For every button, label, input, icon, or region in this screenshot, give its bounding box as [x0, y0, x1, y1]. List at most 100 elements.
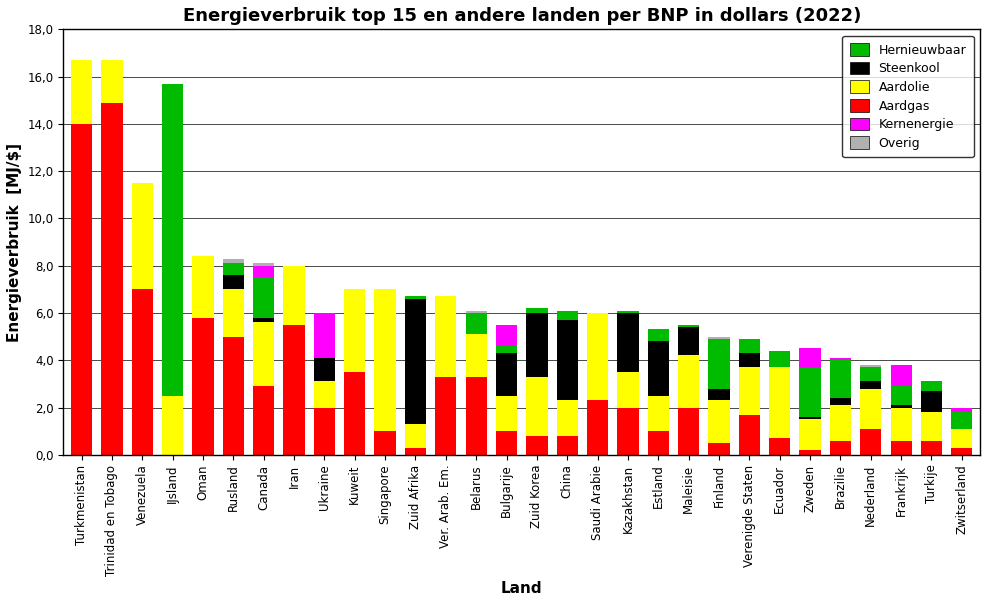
Bar: [647, 431, 669, 455]
Bar: [465, 334, 486, 377]
X-axis label: Land: Land: [500, 581, 542, 596]
Bar: [829, 398, 850, 405]
Bar: [859, 388, 880, 429]
Bar: [859, 365, 880, 367]
Bar: [526, 308, 547, 313]
Bar: [889, 408, 911, 441]
Bar: [223, 275, 244, 289]
Bar: [223, 264, 244, 275]
Bar: [799, 450, 820, 455]
Bar: [223, 259, 244, 264]
Bar: [465, 311, 486, 313]
Bar: [708, 400, 729, 443]
Bar: [526, 436, 547, 455]
Bar: [951, 412, 971, 429]
Bar: [677, 327, 698, 356]
Bar: [495, 431, 517, 455]
Bar: [223, 336, 244, 455]
Bar: [162, 84, 183, 396]
Bar: [616, 408, 638, 455]
Bar: [616, 372, 638, 408]
Bar: [374, 289, 395, 431]
Bar: [404, 297, 426, 298]
Bar: [374, 431, 395, 455]
Bar: [677, 325, 698, 327]
Bar: [768, 438, 790, 455]
Bar: [495, 353, 517, 396]
Bar: [647, 396, 669, 431]
Bar: [859, 429, 880, 455]
Bar: [708, 336, 729, 339]
Bar: [495, 325, 517, 346]
Y-axis label: Energieverbruik  [MJ/$]: Energieverbruik [MJ/$]: [7, 142, 22, 341]
Bar: [435, 297, 456, 377]
Bar: [71, 124, 92, 455]
Bar: [829, 441, 850, 455]
Bar: [799, 419, 820, 450]
Bar: [799, 367, 820, 417]
Bar: [738, 353, 759, 367]
Bar: [799, 417, 820, 419]
Bar: [131, 183, 153, 289]
Bar: [556, 320, 577, 400]
Bar: [920, 382, 942, 391]
Bar: [920, 391, 942, 412]
Bar: [738, 339, 759, 353]
Bar: [314, 382, 334, 408]
Bar: [102, 103, 122, 455]
Bar: [951, 429, 971, 447]
Bar: [829, 358, 850, 360]
Bar: [768, 351, 790, 367]
Bar: [252, 277, 274, 318]
Bar: [738, 415, 759, 455]
Bar: [162, 396, 183, 455]
Bar: [951, 408, 971, 412]
Legend: Hernieuwbaar, Steenkool, Aardolie, Aardgas, Kernenergie, Overig: Hernieuwbaar, Steenkool, Aardolie, Aardg…: [841, 36, 973, 157]
Bar: [102, 60, 122, 103]
Bar: [252, 266, 274, 277]
Bar: [616, 313, 638, 372]
Bar: [252, 323, 274, 387]
Bar: [647, 329, 669, 341]
Bar: [829, 360, 850, 398]
Bar: [404, 298, 426, 424]
Bar: [404, 424, 426, 447]
Bar: [859, 367, 880, 382]
Bar: [920, 412, 942, 441]
Bar: [192, 256, 213, 318]
Bar: [131, 289, 153, 455]
Bar: [223, 289, 244, 336]
Bar: [889, 405, 911, 408]
Bar: [889, 365, 911, 387]
Bar: [314, 358, 334, 382]
Bar: [889, 387, 911, 405]
Bar: [283, 325, 305, 455]
Bar: [435, 377, 456, 455]
Bar: [314, 313, 334, 358]
Bar: [708, 443, 729, 455]
Bar: [556, 400, 577, 436]
Bar: [951, 447, 971, 455]
Bar: [768, 367, 790, 438]
Bar: [829, 405, 850, 441]
Bar: [404, 447, 426, 455]
Bar: [556, 311, 577, 320]
Bar: [556, 436, 577, 455]
Bar: [465, 313, 486, 334]
Bar: [344, 372, 365, 455]
Bar: [677, 408, 698, 455]
Bar: [252, 264, 274, 266]
Bar: [920, 441, 942, 455]
Bar: [587, 313, 607, 400]
Bar: [495, 346, 517, 353]
Bar: [587, 400, 607, 455]
Bar: [465, 377, 486, 455]
Bar: [708, 388, 729, 400]
Bar: [647, 341, 669, 396]
Bar: [71, 60, 92, 124]
Bar: [526, 377, 547, 436]
Bar: [526, 313, 547, 377]
Bar: [283, 266, 305, 325]
Title: Energieverbruik top 15 en andere landen per BNP in dollars (2022): Energieverbruik top 15 en andere landen …: [182, 7, 860, 25]
Bar: [192, 318, 213, 455]
